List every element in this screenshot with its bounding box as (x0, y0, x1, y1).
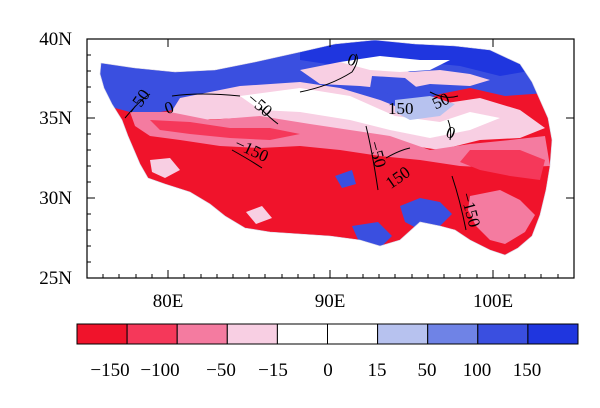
y-tick-label: 35N (39, 108, 72, 129)
colorbar-label: −50 (206, 360, 236, 381)
colorbar-cells (76, 323, 579, 345)
contour-label: 50 (429, 89, 452, 113)
colorbar-label: 100 (463, 360, 492, 381)
colorbar-cell (327, 323, 379, 345)
x-axis-ticks (102, 39, 559, 278)
colorbar: −150 −100 −50 −15 0 15 50 100 150 (76, 323, 579, 381)
colorbar-cell (226, 323, 278, 345)
contour-lines (124, 53, 467, 231)
x-tick-label: 90E (315, 291, 346, 312)
x-tick-label: 100E (473, 291, 513, 312)
colorbar-cell (527, 323, 579, 345)
colorbar-label: 150 (513, 360, 542, 381)
colorbar-label: −150 (90, 360, 129, 381)
colorbar-cell (477, 323, 529, 345)
colorbar-labels: −150 −100 −50 −15 0 15 50 100 150 (90, 360, 541, 381)
colorbar-cell (76, 323, 128, 345)
colorbar-cell (377, 323, 429, 345)
contour-labels: −50 0 −50 0 150 50 −150 −50 0 150 −150 (123, 49, 484, 229)
x-tick-label: 80E (153, 291, 184, 312)
y-tick-label: 40N (39, 29, 72, 50)
plateau-outline (99, 39, 553, 256)
x-axis-labels: 80E 90E 100E (153, 291, 513, 312)
contour-label: 150 (388, 99, 414, 118)
y-tick-label: 30N (39, 188, 72, 209)
colorbar-label: 0 (323, 360, 333, 381)
y-axis-ticks (87, 38, 574, 279)
colorbar-label: −15 (258, 360, 288, 381)
y-tick-label: 25N (39, 268, 72, 289)
colorbar-cell (276, 323, 328, 345)
colorbar-label: 15 (368, 360, 387, 381)
colorbar-label: 50 (418, 360, 437, 381)
colorbar-cell (176, 323, 228, 345)
colorbar-label: −100 (140, 360, 179, 381)
colorbar-cell (427, 323, 479, 345)
colorbar-cell (126, 323, 178, 345)
y-axis-labels: 40N 35N 30N 25N (39, 29, 72, 289)
